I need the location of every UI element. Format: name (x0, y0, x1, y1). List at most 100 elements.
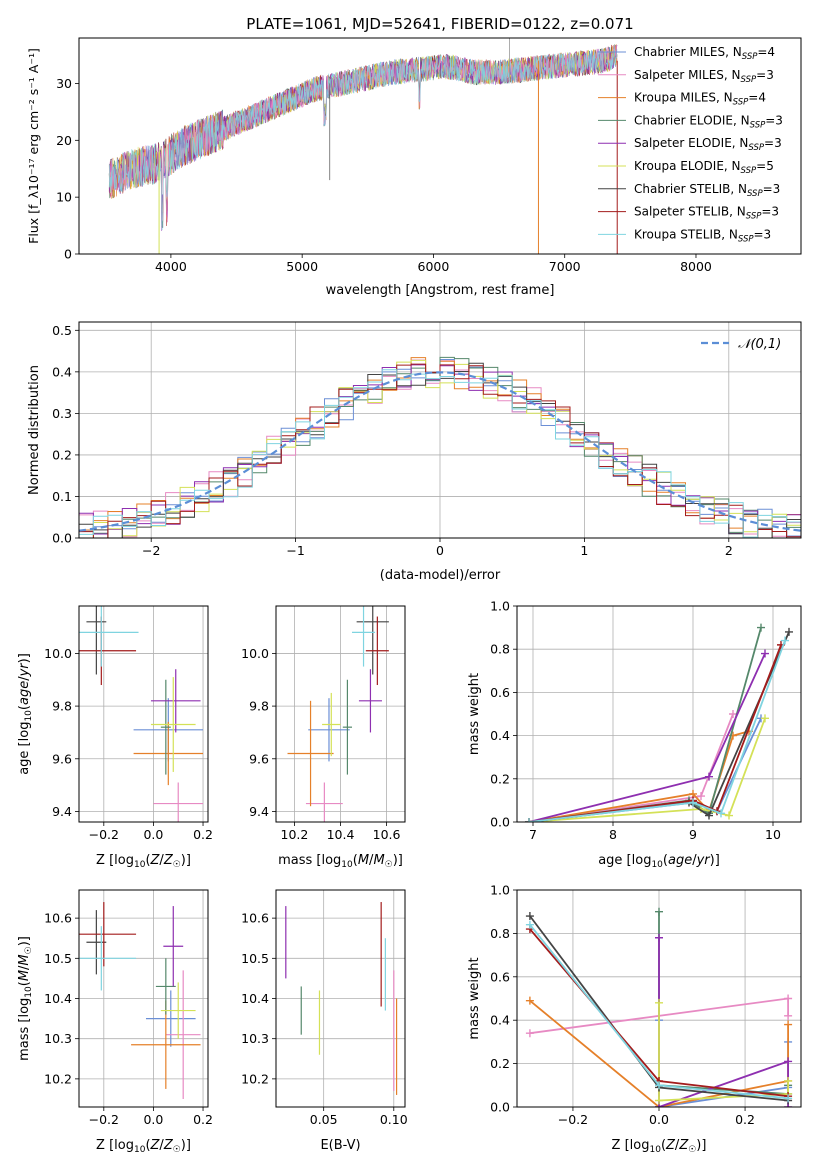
normal-reference-curve (79, 371, 801, 532)
axes-frame (516, 605, 802, 823)
y-tick-label: 0.1 (52, 489, 72, 504)
x-axis-label: (data-model)/error (380, 568, 501, 583)
line-kroupa-stelib (525, 636, 789, 822)
y-tick-label: 0.2 (490, 771, 510, 786)
plot-area (79, 606, 204, 822)
point-salpeter-miles (165, 970, 201, 1099)
histogram-kroupa-elodie (79, 359, 801, 538)
chart-spectrum: 4000 5000 6000 7000 8000 0 10 20 30 wavelength [A… (26, 37, 802, 298)
x-axis-label: mass [log10(M/M☉)] (278, 853, 403, 870)
y-tick-label: 9.6 (52, 751, 72, 766)
histogram-kroupa-stelib (79, 369, 801, 538)
point-kroupa-elodie (322, 692, 341, 757)
weight-marker (729, 710, 737, 718)
legend-entry: Chabrier STELIB, NSSP=3 (634, 182, 780, 199)
weight-marker (784, 1020, 793, 1029)
x-tick-label: 0.05 (310, 1112, 338, 1127)
point-salpeter-elodie (163, 906, 184, 987)
y-axis-label: mass weight (467, 673, 482, 755)
y-tick-label: 10.3 (241, 1031, 269, 1046)
x-tick-label: 0.0 (649, 1112, 669, 1127)
y-tick-label: 0.5 (52, 323, 72, 338)
y-tick-label: 9.4 (249, 804, 269, 819)
x-tick-label: −0.2 (89, 827, 119, 842)
y-tick-label: 10.6 (44, 911, 72, 926)
plot-area (525, 907, 793, 1107)
x-tick-label: 2 (725, 543, 733, 558)
point-salpeter-stelib (365, 616, 389, 686)
point-salpeter-elodie (358, 669, 382, 733)
x-tick-label: 0.2 (193, 1112, 213, 1127)
x-tick-label: −2 (142, 543, 160, 558)
weight-marker (655, 1081, 663, 1090)
y-axis-label: Normed distribution (27, 365, 42, 495)
legend-entry: 𝒩(0,1) (738, 337, 781, 352)
x-tick-label: 9 (689, 827, 697, 842)
point-salpeter-elodie (150, 669, 201, 733)
weight-marker (784, 1076, 793, 1085)
point-chabrier-miles (308, 698, 350, 762)
y-tick-label: 10.6 (241, 911, 269, 926)
plot-area (287, 606, 389, 822)
y-tick-label: 10.4 (44, 991, 72, 1006)
axes-frame (78, 37, 802, 255)
point-kroupa-elodie (150, 677, 196, 772)
point-kroupa-stelib (79, 606, 139, 667)
x-axis-label: age [log10(age/yr)] (598, 853, 720, 870)
line-salpeter-miles (525, 994, 793, 1038)
point-salpeter-stelib (79, 902, 137, 967)
x-tick-label: 8 (609, 827, 617, 842)
weight-marker (689, 798, 697, 807)
y-tick-label: 0.2 (490, 1056, 510, 1071)
x-tick-label: 10 (765, 827, 781, 842)
x-axis-label: Z [log10(Z/Z☉)] (96, 1138, 191, 1155)
weight-marker (784, 1011, 793, 1020)
y-tick-label: 9.4 (52, 804, 72, 819)
weight-line (528, 717, 766, 822)
weight-marker (781, 636, 789, 645)
x-tick-label: 10.4 (327, 827, 355, 842)
point-chabrier-elodie (155, 958, 176, 1015)
x-tick-label: 0.10 (380, 1112, 408, 1127)
point-kroupa-stelib (79, 926, 137, 991)
point-salpeter-miles (153, 782, 204, 822)
legend: Chabrier MILES, NSSP=4 Salpeter MILES, NS… (598, 45, 783, 244)
y-tick-label: 0.8 (490, 642, 510, 657)
y-tick-label: 0.0 (490, 1100, 510, 1115)
weight-marker (784, 1094, 793, 1103)
legend-entry: Kroupa ELODIE, NSSP=5 (634, 159, 774, 176)
chart-weight-vs-age: 7 8 9 10 0.0 0.2 0.4 0.6 0.8 1.0 age [log10(age/yr… (467, 599, 802, 870)
y-tick-label: 30 (56, 76, 72, 91)
x-tick-label: 5000 (286, 259, 318, 274)
spectrum-line-kroupa-stelib (108, 44, 618, 231)
y-tick-label: 0 (64, 247, 72, 262)
weight-line (658, 1002, 789, 1102)
x-tick-label: 7 (529, 827, 537, 842)
point-kroupa-stelib (352, 606, 376, 667)
y-axis-label: age [log10(age/yr)] (17, 653, 34, 775)
x-tick-label: 0.0 (143, 827, 163, 842)
point-chabrier-stelib (356, 606, 389, 675)
weight-line (528, 640, 786, 822)
y-tick-label: 10.5 (44, 951, 72, 966)
x-tick-label: 1 (580, 543, 588, 558)
weight-marker (761, 714, 769, 723)
chart-residuals: −2 −1 0 1 2 0.0 0.1 0.2 0.3 0.4 0.5 (data-model)/er… (27, 321, 802, 583)
point-kroupa-miles (133, 721, 204, 786)
weight-marker (525, 818, 533, 822)
y-tick-label: 0.0 (490, 815, 510, 830)
weight-marker (525, 920, 534, 929)
y-tick-label: 10.0 (241, 646, 269, 661)
y-tick-label: 9.6 (249, 751, 269, 766)
x-tick-label: 7000 (549, 259, 581, 274)
weight-marker (525, 912, 534, 921)
x-tick-label: 0.2 (193, 827, 213, 842)
plot-area (79, 902, 201, 1099)
x-tick-label: 0.0 (143, 1112, 163, 1127)
x-tick-label: −0.2 (558, 1112, 588, 1127)
x-axis-label: wavelength [Angstrom, rest frame] (326, 283, 555, 298)
y-tick-label: 10.2 (44, 1071, 72, 1086)
point-kroupa-miles (287, 700, 334, 807)
